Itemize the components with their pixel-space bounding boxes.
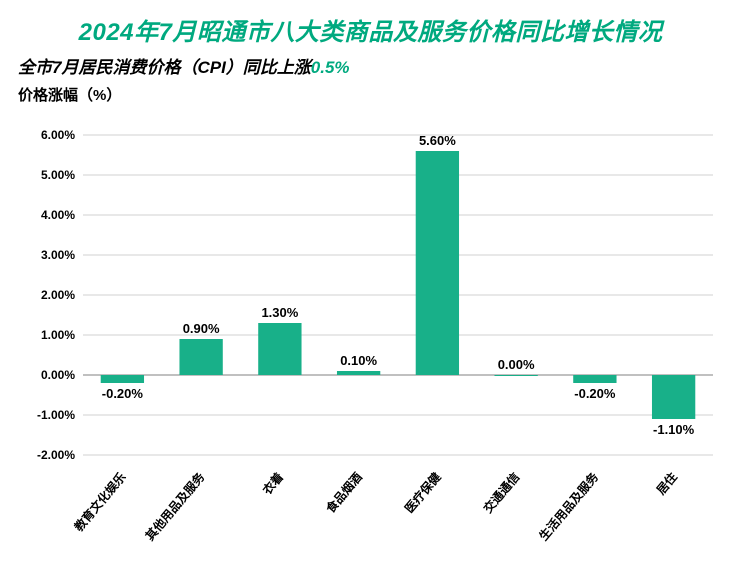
y-tick-label: 4.00% bbox=[41, 208, 75, 222]
y-tick-label: 2.00% bbox=[41, 288, 75, 302]
y-tick-label: 5.00% bbox=[41, 168, 75, 182]
bar-value-label: -0.20% bbox=[102, 386, 144, 401]
bar bbox=[179, 339, 222, 375]
y-tick-label: 0.00% bbox=[41, 368, 75, 382]
x-tick-label: 交通通信 bbox=[480, 469, 522, 515]
bar-value-label: -1.10% bbox=[653, 422, 695, 437]
bar-value-label: -0.20% bbox=[574, 386, 616, 401]
subtitle-row: 全市7月居民消费价格（CPI）同比上涨 0.5% bbox=[18, 53, 723, 78]
bar bbox=[573, 375, 616, 383]
bar bbox=[258, 323, 301, 375]
x-tick-label: 医疗保健 bbox=[401, 469, 444, 516]
y-tick-label: 6.00% bbox=[41, 128, 75, 142]
bar bbox=[494, 375, 537, 376]
bar-value-label: 0.10% bbox=[340, 353, 377, 368]
subtitle-prefix: 全市7月居民消费价格（CPI）同比上涨 bbox=[18, 53, 311, 78]
x-tick-label: 衣着 bbox=[259, 469, 286, 497]
bar-value-label: 0.90% bbox=[183, 321, 220, 336]
x-tick-label: 食品烟酒 bbox=[322, 469, 365, 516]
chart-title: 2024年7月昭通市八大类商品及服务价格同比增长情况 bbox=[18, 12, 723, 47]
y-tick-label: -1.00% bbox=[37, 408, 75, 422]
x-tick-label: 生活用品及服务 bbox=[536, 469, 602, 544]
chart-plot-area: -2.00% -1.00% 0.00% 1.00% 2.00% 3.00% 4.00% 5.0… bbox=[18, 115, 723, 555]
chart-svg: -2.00% -1.00% 0.00% 1.00% 2.00% 3.00% 4.00% 5.0… bbox=[18, 115, 718, 555]
y-tick-label: 3.00% bbox=[41, 248, 75, 262]
y-tick-label: -2.00% bbox=[37, 448, 75, 462]
subtitle-value: 0.5% bbox=[311, 58, 350, 78]
bar bbox=[416, 151, 459, 375]
bar bbox=[337, 371, 380, 375]
bar bbox=[101, 375, 144, 383]
bar-value-label: 5.60% bbox=[419, 133, 456, 148]
bar bbox=[652, 375, 695, 419]
y-tick-label: 1.00% bbox=[41, 328, 75, 342]
bar-value-label: 1.30% bbox=[261, 305, 298, 320]
x-tick-label: 居住 bbox=[653, 469, 680, 497]
x-tick-label: 教育文化娱乐 bbox=[70, 469, 128, 535]
x-tick-label: 其他用品及服务 bbox=[142, 469, 208, 544]
chart-container: 2024年7月昭通市八大类商品及服务价格同比增长情况 全市7月居民消费价格（CP… bbox=[0, 0, 741, 574]
y-axis-label: 价格涨幅（%） bbox=[18, 84, 723, 105]
bar-value-label: 0.00% bbox=[498, 357, 535, 372]
